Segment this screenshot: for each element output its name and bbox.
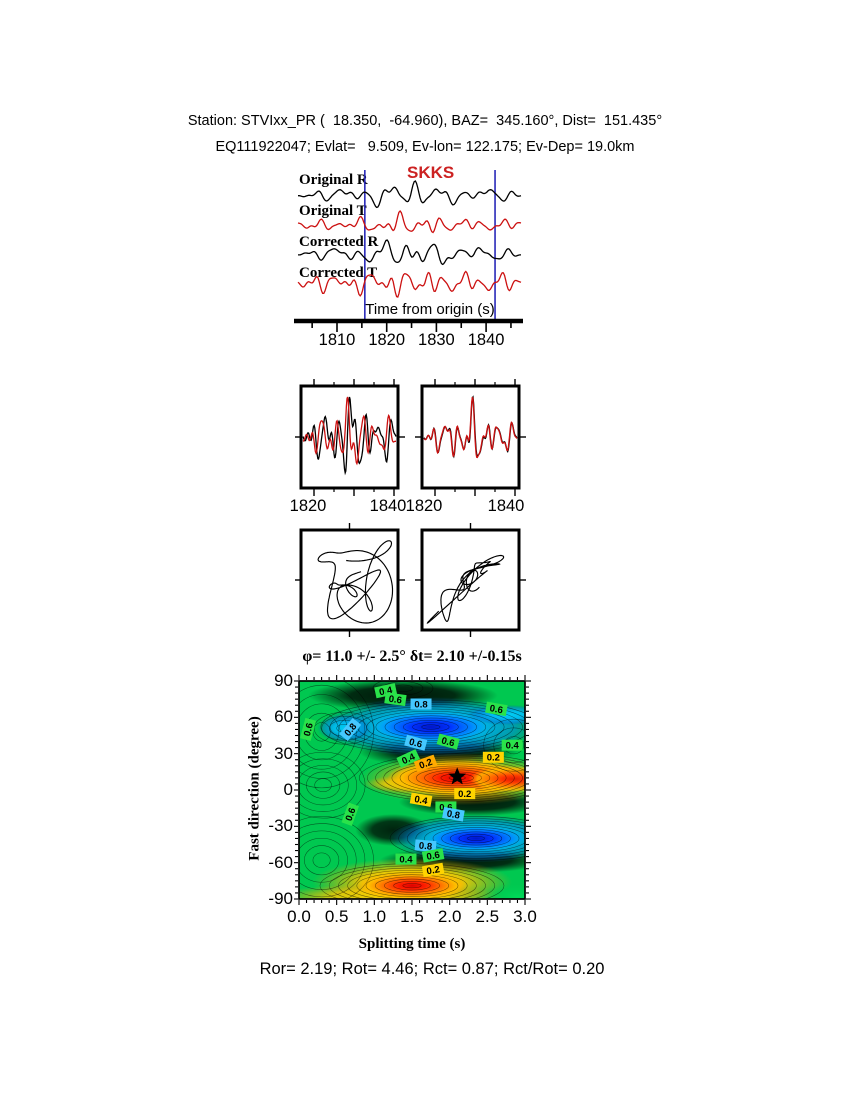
contour-x-tick-label: 2.0 [437, 907, 462, 926]
contour-y-tick-label: 30 [274, 743, 293, 763]
svg-text:0.6: 0.6 [388, 694, 403, 707]
contour-x-tick-label: 1.0 [362, 907, 387, 926]
svg-text:0.2: 0.2 [458, 789, 471, 800]
svg-text:0.6: 0.6 [440, 735, 456, 749]
svg-text:0.8: 0.8 [446, 809, 461, 822]
svg-text:0.2: 0.2 [426, 864, 441, 877]
result-title: φ= 11.0 +/- 2.5° δt= 2.10 +/-0.15s [302, 648, 522, 665]
contour-y-tick-label: -60 [268, 852, 293, 872]
svg-text:0.8: 0.8 [418, 841, 432, 853]
contour-x-axis-label: Splitting time (s) [358, 936, 466, 952]
svg-text:0.4: 0.4 [399, 854, 413, 865]
contour-y-tick-label: 90 [274, 671, 293, 690]
compare-tick-label: 1840 [487, 497, 525, 515]
contour-x-tick-label: 1.5 [400, 907, 424, 926]
time-tick-label: 1830 [418, 331, 455, 349]
contour-x-tick-label: 3.0 [513, 907, 537, 926]
compare-tick-label: 1820 [289, 497, 327, 515]
svg-text:0.4: 0.4 [400, 751, 417, 767]
contour-y-tick-label: 60 [274, 707, 293, 727]
svg-text:0.6: 0.6 [489, 703, 504, 716]
footer-statistics: Ror= 2.19; Rot= 4.46; Rct= 0.87; Rct/Rot… [259, 960, 605, 978]
particle-motion-plot [295, 523, 526, 637]
svg-text:0.6: 0.6 [344, 806, 359, 822]
svg-text:0.4: 0.4 [506, 741, 520, 752]
contour-y-tick-label: -90 [268, 889, 293, 908]
compare-tick-label: 1840 [369, 497, 407, 515]
time-axis-title: Time from origin (s) [365, 301, 495, 318]
svg-text:0.6: 0.6 [408, 737, 424, 751]
time-axis [294, 318, 523, 332]
phase-label: SKKS [407, 163, 455, 182]
time-tick-label: 1840 [467, 331, 505, 349]
waveform-traces-plot [297, 170, 522, 319]
contour-y-tick-label: 0 [283, 780, 293, 799]
svg-text:0.6: 0.6 [302, 722, 316, 738]
header-station-line: Station: STVIxx_PR ( 18.350, -64.960), B… [187, 113, 663, 129]
header-event-line: EQ111922047; Evlat= 9.509, Ev-lon= 122.1… [215, 139, 635, 155]
svg-text:0.8: 0.8 [414, 699, 427, 710]
trace-label-original-t: Original T [299, 203, 367, 219]
trace-label-original-r: Original R [299, 172, 368, 188]
svg-text:0.2: 0.2 [418, 757, 434, 772]
misfit-contour-plot: 0.40.6 0.8 0.60.6 0.80.6 0.6 0.40.20.4 0.20.20… [294, 675, 531, 905]
waveform-compare-plot [295, 379, 526, 496]
contour-x-tick-label: 2.5 [475, 907, 500, 926]
compare-tick-label: 1820 [405, 497, 443, 515]
trace-label-corrected-t: Corrected T [299, 265, 378, 281]
svg-text:0.6: 0.6 [426, 850, 441, 863]
svg-text:0.4: 0.4 [413, 794, 429, 807]
trace-label-corrected-r: Corrected R [299, 234, 379, 250]
time-tick-label: 1820 [368, 331, 406, 349]
contour-y-tick-label: -30 [268, 816, 293, 836]
svg-text:0.2: 0.2 [487, 753, 500, 764]
contour-x-tick-label: 0.0 [287, 907, 311, 926]
time-tick-label: 1810 [318, 331, 356, 349]
contour-x-tick-label: 0.5 [324, 907, 349, 926]
